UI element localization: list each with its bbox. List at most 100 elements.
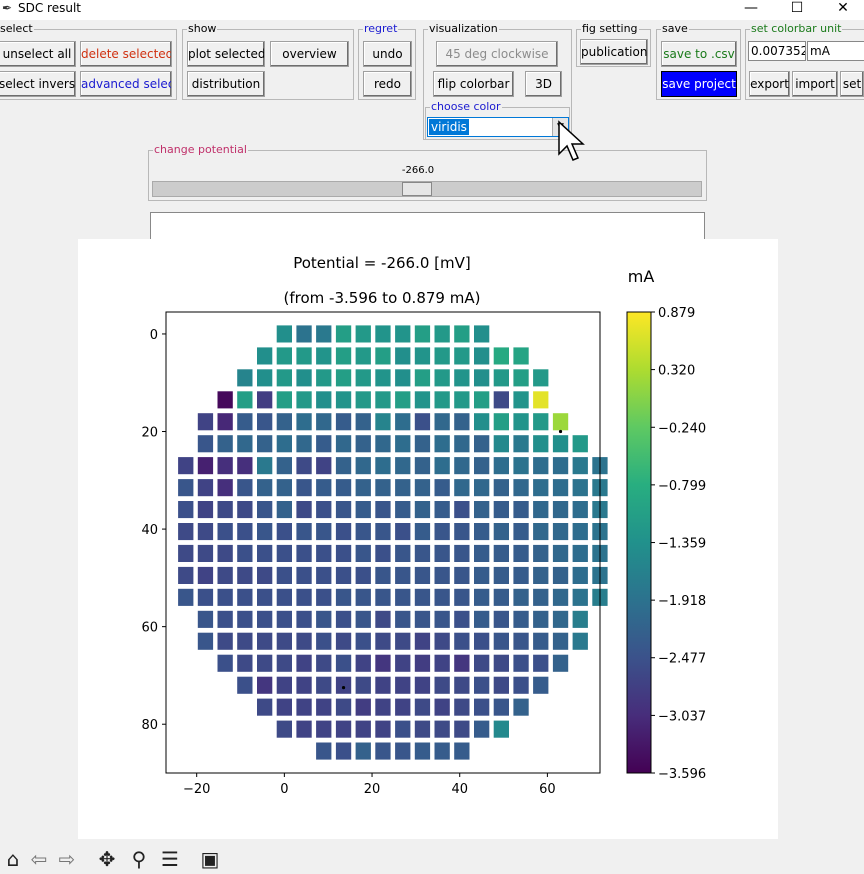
heatmap-cell[interactable] <box>395 391 411 409</box>
heatmap-cell[interactable] <box>375 720 391 738</box>
heatmap-cell[interactable] <box>375 391 391 409</box>
forward-icon[interactable]: ⇨ <box>58 847 76 871</box>
heatmap-cell[interactable] <box>434 544 450 562</box>
heatmap-cell[interactable] <box>197 610 214 628</box>
heatmap-cell[interactable] <box>257 654 273 672</box>
heatmap-cell[interactable] <box>513 544 529 562</box>
heatmap-cell[interactable] <box>513 369 529 387</box>
heatmap-cell[interactable] <box>395 435 411 453</box>
heatmap-cell[interactable] <box>572 544 588 562</box>
heatmap-cell[interactable] <box>237 479 253 497</box>
heatmap-cell[interactable] <box>257 523 273 541</box>
heatmap-cell[interactable] <box>276 457 292 475</box>
heatmap-cell[interactable] <box>493 457 509 475</box>
heatmap-cell[interactable] <box>237 632 253 650</box>
heatmap-cell[interactable] <box>454 369 470 387</box>
heatmap-cell[interactable] <box>355 588 371 606</box>
heatmap-cell[interactable] <box>533 457 549 475</box>
heatmap-cell[interactable] <box>296 676 312 694</box>
heatmap-cell[interactable] <box>552 544 569 562</box>
heatmap-cell[interactable] <box>454 632 470 650</box>
heatmap-cell[interactable] <box>217 457 233 475</box>
heatmap-cell[interactable] <box>493 501 509 519</box>
colorbar-unit-input[interactable]: mA <box>807 41 864 61</box>
heatmap-cell[interactable] <box>355 720 371 738</box>
heatmap-cell[interactable] <box>434 742 450 760</box>
heatmap-cell[interactable] <box>355 654 371 672</box>
heatmap-cell[interactable] <box>493 676 509 694</box>
heatmap-cell[interactable] <box>395 698 411 716</box>
heatmap-cell[interactable] <box>493 347 509 365</box>
colormap-select[interactable]: viridis ▼ <box>427 117 569 137</box>
heatmap-cell[interactable] <box>257 457 273 475</box>
save-icon[interactable]: ▣ <box>200 847 220 871</box>
heatmap-cell[interactable] <box>237 566 253 584</box>
heatmap-cell[interactable] <box>572 588 588 606</box>
heatmap-cell[interactable] <box>296 501 312 519</box>
heatmap-cell[interactable] <box>375 347 391 365</box>
heatmap-cell[interactable] <box>355 479 371 497</box>
heatmap-cell[interactable] <box>355 632 371 650</box>
heatmap-cell[interactable] <box>533 391 549 409</box>
heatmap-cell[interactable] <box>178 457 194 475</box>
heatmap-cell[interactable] <box>474 413 490 431</box>
heatmap-cell[interactable] <box>375 544 391 562</box>
plot-selected-button[interactable]: plot selected <box>187 41 265 67</box>
heatmap-cell[interactable] <box>217 566 233 584</box>
heatmap-cell[interactable] <box>474 654 490 672</box>
heatmap-cell[interactable] <box>276 610 292 628</box>
heatmap-cell[interactable] <box>178 588 194 606</box>
heatmap-cell[interactable] <box>572 610 588 628</box>
heatmap-cell[interactable] <box>335 654 352 672</box>
heatmap-cell[interactable] <box>355 742 371 760</box>
heatmap-cell[interactable] <box>454 720 470 738</box>
heatmap-cell[interactable] <box>513 479 529 497</box>
heatmap-cell[interactable] <box>572 435 588 453</box>
3d-button[interactable]: 3D <box>525 71 562 97</box>
heatmap-cell[interactable] <box>513 566 529 584</box>
heatmap-cell[interactable] <box>296 544 312 562</box>
heatmap-cell[interactable] <box>257 632 273 650</box>
zoom-icon[interactable]: ⚲ <box>131 847 147 871</box>
heatmap-cell[interactable] <box>454 391 470 409</box>
heatmap-cell[interactable] <box>217 501 233 519</box>
heatmap-cell[interactable] <box>513 413 529 431</box>
select-inverse-button[interactable]: select inverse <box>0 71 76 97</box>
heatmap-cell[interactable] <box>296 325 312 343</box>
heatmap-cell[interactable] <box>434 610 450 628</box>
heatmap-cell[interactable] <box>572 523 588 541</box>
heatmap-cell[interactable] <box>237 369 253 387</box>
heatmap-cell[interactable] <box>335 544 352 562</box>
heatmap-cell[interactable] <box>316 588 332 606</box>
heatmap-cell[interactable] <box>533 566 549 584</box>
heatmap-cell[interactable] <box>474 347 490 365</box>
heatmap-cell[interactable] <box>316 566 332 584</box>
heatmap-cell[interactable] <box>178 479 194 497</box>
heatmap-cell[interactable] <box>217 391 233 409</box>
heatmap-cell[interactable] <box>414 479 431 497</box>
heatmap-cell[interactable] <box>217 610 233 628</box>
heatmap-cell[interactable] <box>316 479 332 497</box>
heatmap-cell[interactable] <box>454 566 470 584</box>
heatmap-cell[interactable] <box>276 523 292 541</box>
heatmap-cell[interactable] <box>296 413 312 431</box>
heatmap-cell[interactable] <box>257 369 273 387</box>
heatmap-cell[interactable] <box>335 588 352 606</box>
heatmap-cell[interactable] <box>375 698 391 716</box>
heatmap-cell[interactable] <box>395 501 411 519</box>
heatmap-cell[interactable] <box>493 654 509 672</box>
heatmap-cell[interactable] <box>493 720 509 738</box>
heatmap-cell[interactable] <box>257 435 273 453</box>
export-button[interactable]: export <box>749 71 790 97</box>
heatmap-cell[interactable] <box>395 610 411 628</box>
heatmap-cell[interactable] <box>257 698 273 716</box>
heatmap-cell[interactable] <box>276 566 292 584</box>
heatmap-cell[interactable] <box>276 676 292 694</box>
heatmap-cell[interactable] <box>335 435 352 453</box>
heatmap-cell[interactable] <box>197 566 214 584</box>
minimize-icon[interactable]: — <box>744 0 758 16</box>
heatmap-cell[interactable] <box>296 479 312 497</box>
heatmap-cell[interactable] <box>474 588 490 606</box>
heatmap-cell[interactable] <box>335 742 352 760</box>
heatmap-cell[interactable] <box>533 544 549 562</box>
